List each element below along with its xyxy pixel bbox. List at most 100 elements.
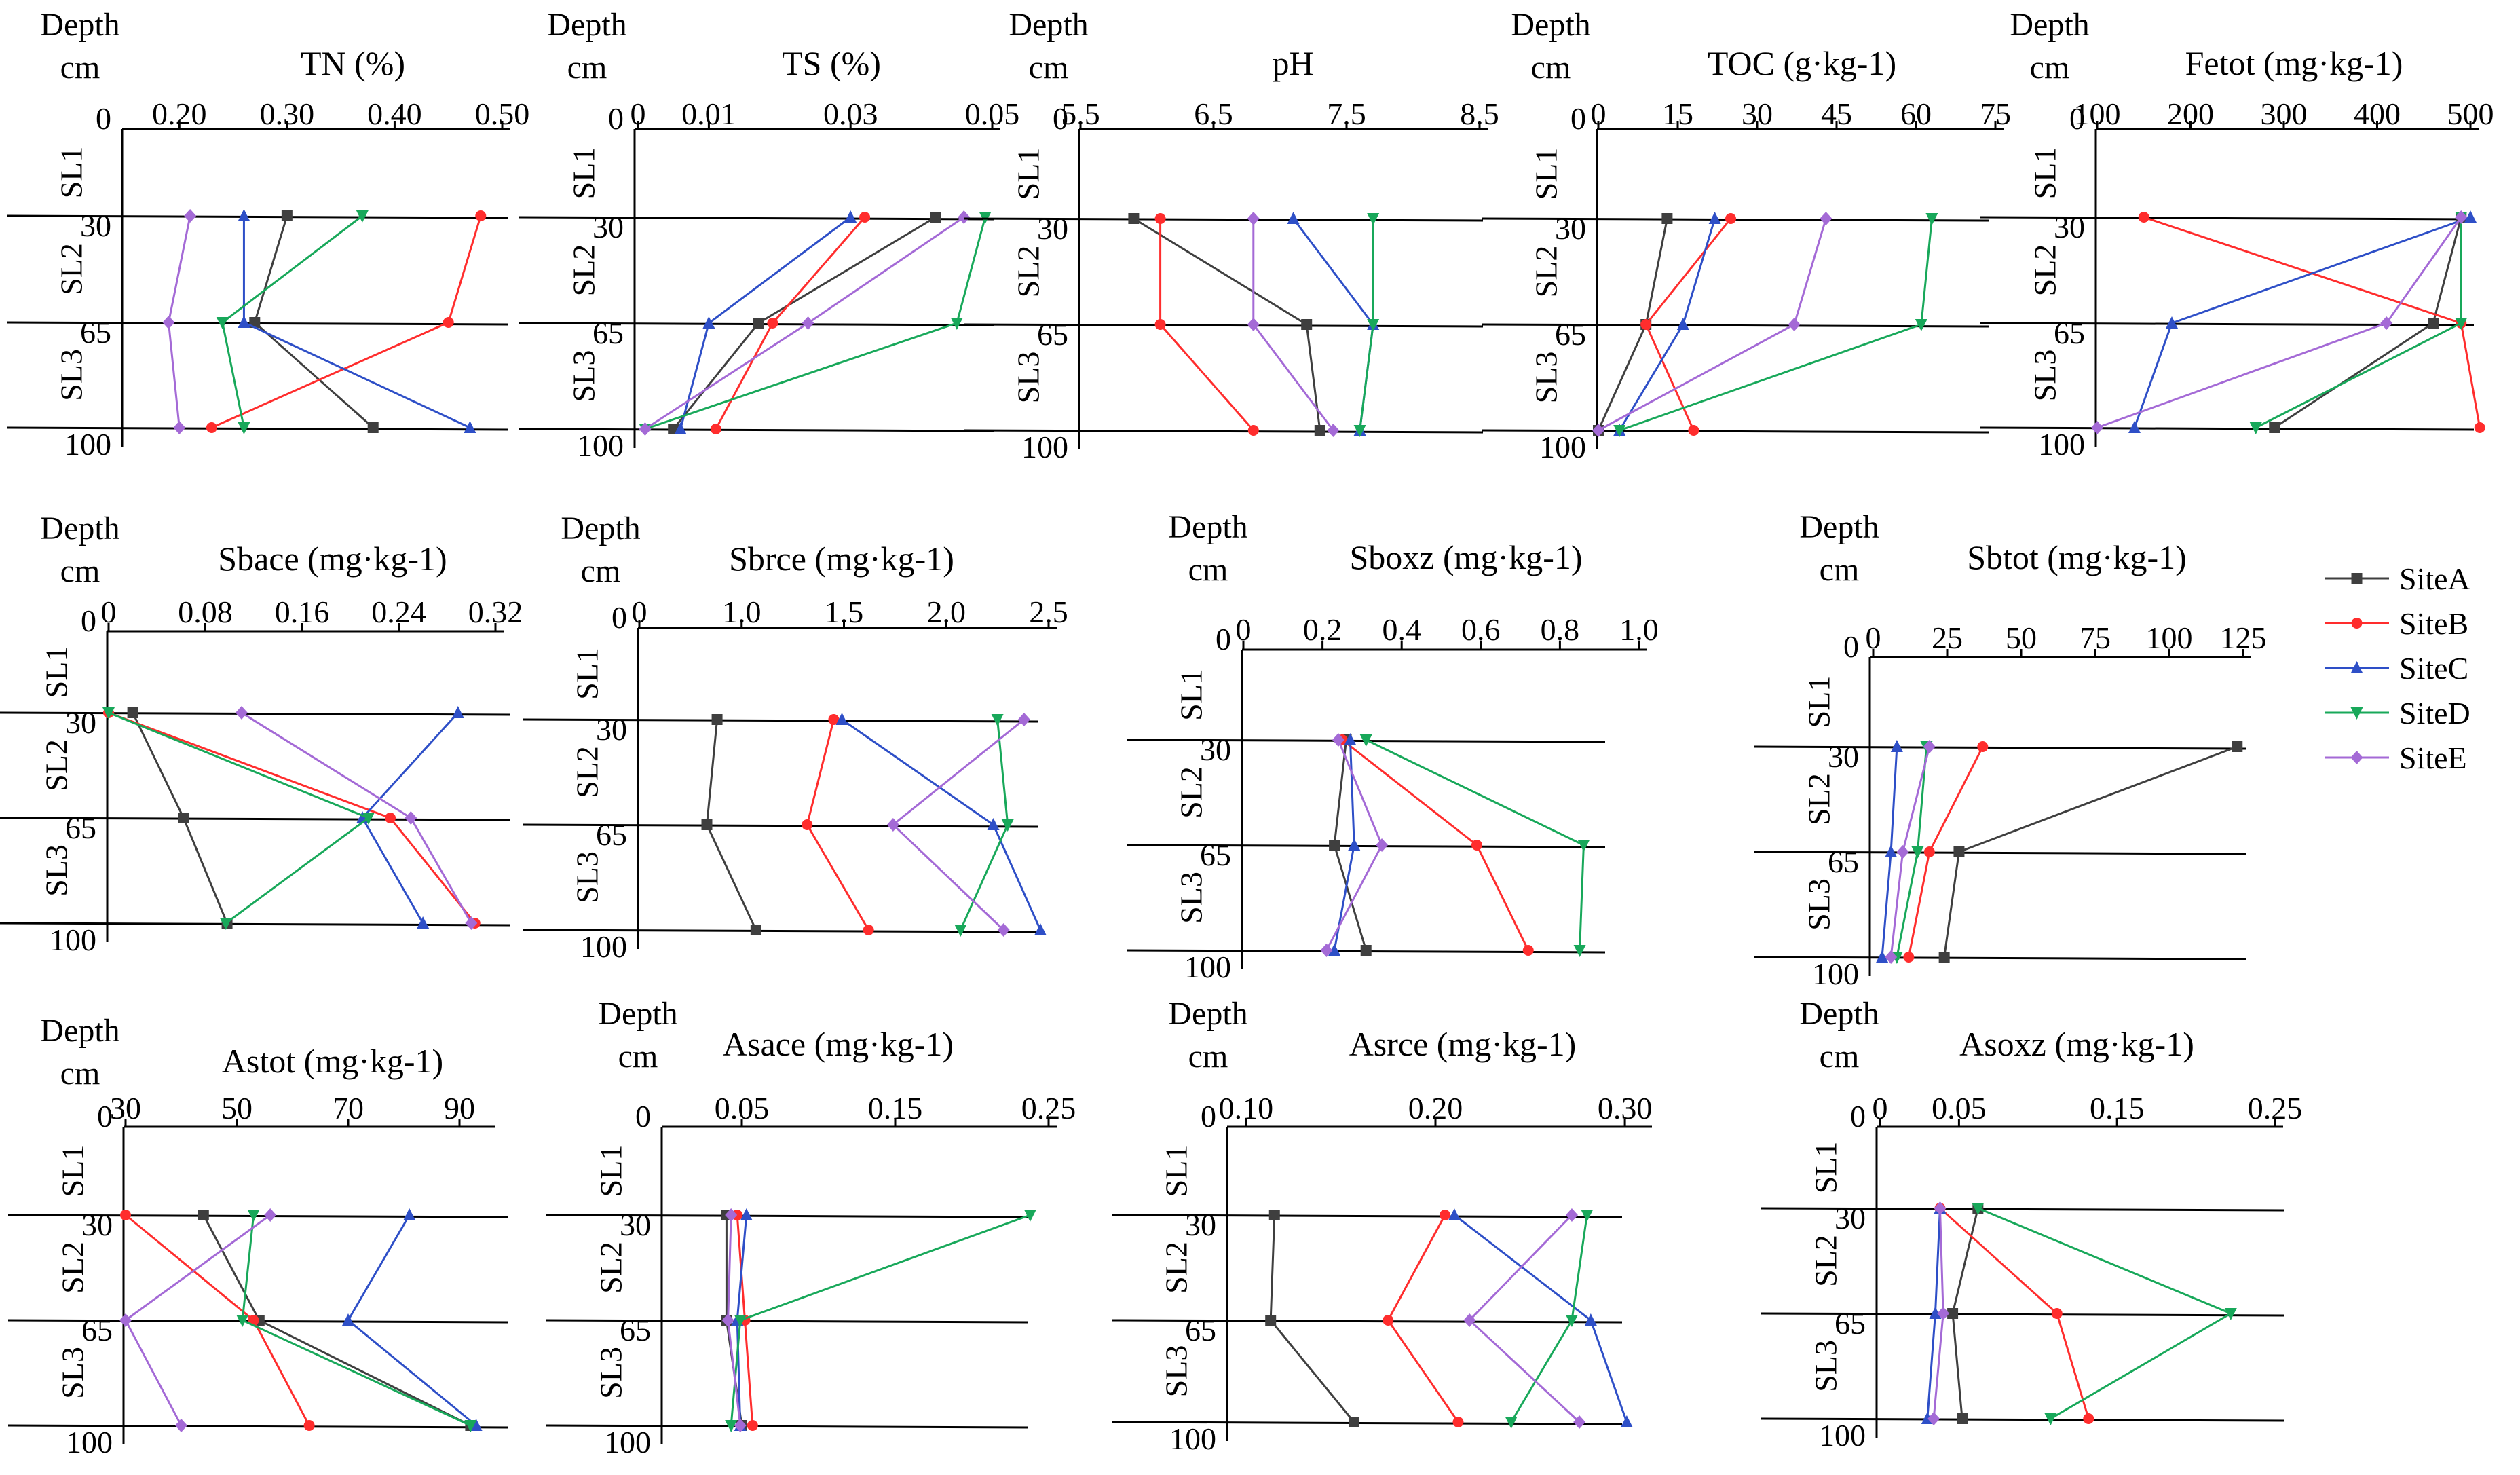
panel-12-layer-label-1: SL2: [1809, 1235, 1843, 1287]
panel-11-depth-tick-3: 100: [1169, 1421, 1216, 1456]
panel-8-series-SiteD-point-1: [1911, 846, 1924, 859]
panel-1-series-SiteA-point-0: [930, 212, 941, 223]
panel-10-series-SiteD-point-0: [1023, 1210, 1036, 1222]
panel-8-boundary-line-0: [1754, 745, 2247, 750]
panel-5-series-SiteA-point-1: [178, 813, 189, 823]
panel-1-x-tick-label-2: 0.03: [823, 96, 878, 131]
panel-12-layer-label-2: SL3: [1809, 1340, 1843, 1392]
panel-8-depth-label: Depth: [1799, 509, 1879, 545]
panel-3-x-tick-label-5: 75: [1980, 96, 2011, 131]
panel-5-boundary-line-1: [0, 817, 511, 821]
legend-marker-SiteE: [2350, 751, 2363, 764]
panel-4-series-SiteE-point-1: [2380, 316, 2393, 330]
panel-7-depth-tick-1: 30: [1200, 732, 1231, 767]
panel-10-boundary-line-2: [546, 1424, 1029, 1429]
panel-7-series-SiteD-point-1: [1577, 840, 1590, 852]
panel-6-layer-label-0: SL1: [570, 648, 605, 700]
panel-11-series-SiteB-point-1: [1383, 1315, 1394, 1326]
panel-12-series-SiteA-point-2: [1957, 1413, 1968, 1424]
panel-11-boundary-line-1: [1111, 1319, 1623, 1324]
panel-8-series-SiteA-point-1: [1953, 846, 1965, 857]
panel-5-x-tick-label-3: 0.24: [371, 595, 426, 629]
panel-10-series-SiteB-point-2: [747, 1420, 758, 1431]
legend-label-SiteE: SiteE: [2399, 741, 2467, 775]
panel-8-boundary-line-2: [1754, 956, 2247, 960]
panel-2-series-SiteE-point-0: [1247, 212, 1260, 225]
legend-label-SiteB: SiteB: [2399, 606, 2468, 641]
panel-2-layer-label-0: SL1: [1011, 148, 1046, 200]
panel-11-series-SiteA-point-0: [1268, 1210, 1280, 1220]
panel-2-series-SiteD-point-2: [1353, 425, 1366, 437]
panel-8-series-SiteC-point-0: [1890, 740, 1903, 752]
panel-8-series-SiteB-point-1: [1923, 846, 1935, 857]
panel-11-depth-tick-2: 65: [1185, 1313, 1216, 1347]
panel-0-depth-tick-1: 30: [80, 208, 111, 243]
panel-1-series-SiteA-point-1: [753, 318, 764, 329]
panel-9-series-SiteD-point-0: [247, 1210, 260, 1222]
legend-label-SiteD: SiteD: [2399, 696, 2470, 730]
panel-4-series-SiteD-point-1: [2455, 318, 2468, 330]
panel-1-series-SiteC-point-0: [844, 210, 857, 223]
panel-11-series-SiteA-point-1: [1265, 1315, 1277, 1326]
panel-8-x-tick-label-5: 125: [2220, 620, 2267, 655]
panel-8-depth-tick-1: 30: [1828, 739, 1859, 774]
panel-6-layer-label-2: SL3: [570, 851, 605, 903]
panel-2-series-SiteB-point-1: [1154, 319, 1166, 330]
panel-6-series-SiteD-point-1: [1001, 819, 1014, 832]
panel-10-boundary-line-0: [546, 1214, 1029, 1218]
panel-0-depth-tick-0: 0: [96, 101, 111, 136]
legend-marker-SiteC: [2350, 661, 2363, 673]
panel-6-title: Sbrce (mg·kg-1): [729, 540, 954, 578]
panel-6-series-SiteE-point-1: [886, 818, 899, 832]
panel-7-title: Sboxz (mg·kg-1): [1350, 538, 1583, 576]
panel-10-series-SiteE-point-1: [721, 1313, 734, 1327]
panel-12-series-SiteE-point-1: [1937, 1307, 1950, 1320]
panel-0-x-tick-label-0: 0.20: [152, 96, 207, 131]
panel-7-layer-label-1: SL2: [1174, 766, 1209, 819]
panel-1-depth-tick-3: 100: [577, 428, 624, 463]
panel-4-boundary-line-0: [1980, 216, 2475, 221]
panel-9-series-SiteE-point-1: [119, 1313, 132, 1327]
panel-7-series-SiteC-point-2: [1328, 944, 1341, 956]
panel-8-boundary-line-1: [1754, 851, 2247, 855]
panel-4-series-SiteE-point-2: [2091, 421, 2103, 434]
panel-11-series-SiteC-point-1: [1584, 1313, 1597, 1326]
panel-6-x-tick-label-4: 2.5: [1029, 595, 1068, 629]
panel-10-series-SiteD-point-1: [734, 1315, 747, 1327]
panel-12-title: Asoxz (mg·kg-1): [1959, 1025, 2194, 1063]
panel-6-series-SiteA-point-0: [711, 714, 723, 725]
panel-2-series-SiteA-point-0: [1128, 213, 1140, 224]
panel-12-layer-label-0: SL1: [1809, 1142, 1843, 1194]
panel-12-x-tick-label-3: 0.25: [2248, 1091, 2303, 1125]
panel-0-series-SiteC-point-2: [464, 421, 476, 433]
panel-4-x-tick-label-0: 100: [2074, 96, 2121, 131]
panel-3-series-SiteB-point-2: [1688, 425, 1699, 436]
panel-5-title: Sbace (mg·kg-1): [218, 540, 447, 578]
panel-1-boundary-line-2: [519, 428, 995, 432]
panel-7-boundary-line-1: [1126, 844, 1606, 848]
panel-5-x-tick-label-1: 0.08: [178, 595, 233, 629]
panel-9-series-SiteB-point-2: [303, 1420, 315, 1431]
panel-4-series-SiteE-line: [2096, 217, 2462, 429]
panel-5-series-SiteE-point-0: [235, 706, 248, 720]
panel-3-x-tick-label-2: 30: [1742, 96, 1773, 131]
panel-2-boundary-line-2: [963, 429, 1484, 434]
panel-11-boundary-line-2: [1111, 1421, 1623, 1425]
panel-7-series-SiteA-point-2: [1360, 945, 1372, 956]
panel-8-unit-label: cm: [1820, 552, 1860, 588]
panel-9-series-SiteA-point-0: [198, 1210, 209, 1220]
panel-10-layer-label-0: SL1: [594, 1145, 628, 1197]
panel-11-series-SiteB-point-2: [1452, 1417, 1464, 1427]
panel-5-layer-label-2: SL3: [39, 844, 74, 897]
panel-2-series-SiteD-point-1: [1367, 319, 1380, 331]
panel-4-series-SiteC-point-1: [2166, 316, 2178, 329]
legend-label-SiteA: SiteA: [2399, 561, 2470, 596]
panel-1-layer-label-1: SL2: [567, 244, 601, 297]
panel-0-series-SiteB-point-1: [443, 317, 454, 328]
panel-2-series-SiteE-point-1: [1247, 318, 1260, 331]
panel-11-depth-label: Depth: [1168, 996, 1247, 1032]
panel-9-layer-label-0: SL1: [56, 1145, 90, 1197]
panel-7-series-SiteE-point-2: [1320, 944, 1333, 957]
panel-9-x-tick-label-2: 70: [333, 1091, 364, 1125]
panel-8-series-SiteA-point-0: [2232, 741, 2243, 752]
